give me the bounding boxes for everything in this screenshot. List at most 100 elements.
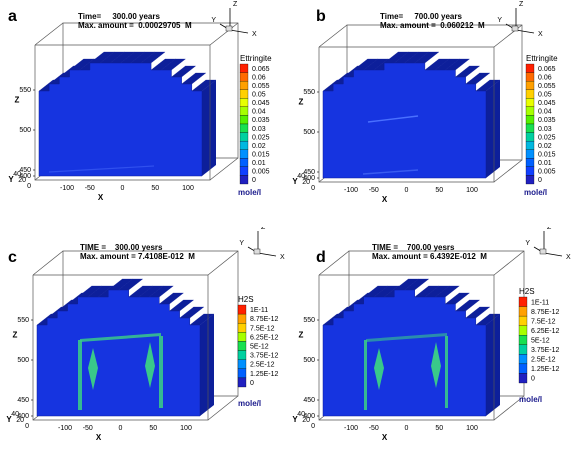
legend-swatch — [525, 123, 535, 133]
h2s-column — [78, 340, 82, 410]
block-top — [455, 299, 481, 312]
legend-swatch — [239, 166, 249, 176]
legend-level: 0.015 — [252, 152, 270, 159]
panel-d: 550 500 450 400 Z -100 -50 0 50 100 X 0 20 40 Y 1E-11 8.… — [286, 227, 572, 453]
z-tick-label: 500 — [303, 357, 315, 364]
z-tick-label: 550 — [303, 89, 315, 96]
legend-level: 0.035 — [252, 117, 270, 124]
h2s-column — [445, 336, 448, 408]
legend-swatch — [239, 149, 249, 159]
legend-level: 0 — [538, 177, 542, 184]
h2s-lens — [88, 348, 98, 390]
block-top — [169, 299, 195, 312]
panel-a: 550 500 450 400 Z -100 -50 0 50 100 X 0 20 40 Y 0.065 0.… — [0, 0, 286, 226]
block-side — [486, 80, 500, 178]
triad-x-label: X — [566, 254, 571, 261]
legend-title: H2S — [519, 287, 535, 296]
legend-swatch — [518, 335, 528, 345]
x-tick-label: 50 — [149, 425, 157, 432]
orientation-triad: Z X Y — [211, 1, 257, 38]
y-axis-label: Y — [8, 175, 14, 184]
y-tick-label: 0 — [311, 185, 315, 192]
block-side — [486, 314, 500, 416]
max-amount-text: Max. amount = 7.4108E-012 M — [80, 252, 195, 261]
x-axis-label: X — [96, 433, 102, 442]
x-tick-label: 100 — [180, 425, 192, 432]
x-tick-label: 100 — [466, 425, 478, 432]
orientation-triad: Z X Y — [525, 227, 571, 261]
block-top — [465, 72, 491, 85]
x-axis-label: X — [382, 195, 388, 204]
legend-unit: mole/l — [238, 188, 262, 197]
z-tick-label: 500 — [17, 357, 29, 364]
z-tick-label: 550 — [17, 317, 29, 324]
legend-swatch — [237, 304, 247, 315]
z-tick-label: 450 — [303, 397, 315, 404]
z-tick-label: 450 — [19, 167, 31, 174]
x-tick-label: -100 — [58, 425, 72, 432]
panel-label: b — [316, 8, 326, 25]
legend-level: 0.06 — [252, 74, 266, 81]
legend-level: 8.75E-12 — [531, 309, 560, 316]
y-axis-label: Y — [292, 415, 298, 424]
legend-level: 1.25E-12 — [531, 366, 560, 373]
z-axis-label: Z — [299, 98, 304, 107]
legend-level: 1E-11 — [531, 299, 549, 306]
edge — [493, 159, 523, 183]
z-tick-label: 400 — [19, 173, 31, 180]
legend-swatch — [239, 140, 249, 150]
z-tick-label: 450 — [17, 397, 29, 404]
legend-swatch — [525, 149, 535, 159]
ettringite-trace — [367, 115, 419, 123]
legend-swatch — [518, 344, 528, 355]
legend-swatch — [239, 132, 249, 142]
triad-x-label: X — [538, 31, 543, 38]
block-top — [444, 292, 470, 305]
legend-unit: mole/l — [519, 395, 543, 404]
legend-level: 0.005 — [538, 169, 556, 176]
legend-level: 0.005 — [252, 169, 270, 176]
legend-title: Ettringite — [240, 54, 272, 63]
triad-cube — [225, 25, 233, 32]
legend-level: 0.055 — [252, 83, 270, 90]
triad-z-label: Z — [519, 1, 524, 8]
legend-unit: mole/l — [524, 188, 548, 197]
block-front — [322, 62, 487, 179]
y-tick-label: 0 — [25, 423, 29, 430]
y-axis-label: Y — [292, 177, 298, 186]
x-tick-label: 100 — [466, 187, 478, 194]
time-text: TIME = 700.00 yesrs — [372, 243, 455, 252]
triad-axis — [515, 29, 535, 34]
legend-swatch — [518, 373, 528, 384]
orientation-triad: Z X Y — [497, 1, 543, 38]
block-top — [179, 306, 205, 319]
front-frame — [34, 45, 211, 181]
max-amount-text: Max. amount = 6.4392E-012 M — [372, 252, 487, 261]
legend-swatch — [239, 89, 249, 99]
legend-swatch — [525, 98, 535, 108]
legend-level: 1E-11 — [250, 307, 268, 314]
legend-swatch — [525, 158, 535, 168]
x-tick-label: 100 — [182, 185, 194, 192]
legend-swatch — [239, 80, 249, 90]
legend-unit: mole/l — [238, 399, 262, 408]
block-top — [158, 292, 184, 305]
legend-swatch — [518, 306, 528, 317]
x-tick-label: 50 — [435, 425, 443, 432]
edge — [318, 24, 348, 48]
legend-swatch — [518, 363, 528, 374]
z-tick-label: 400 — [17, 413, 29, 420]
h2s-beam — [366, 333, 447, 342]
edge — [207, 395, 239, 421]
h2s-lens — [145, 342, 155, 388]
z-tick-label: 500 — [19, 127, 31, 134]
triad-axis — [543, 252, 563, 257]
legend-level: 0.025 — [538, 134, 556, 141]
legend-level: 0.04 — [538, 109, 552, 116]
legend-level: 0.035 — [538, 117, 556, 124]
panel-b: 550 500 450 400 Z -100 -50 0 50 100 X 0 20 40 Y 0.065 0.… — [286, 0, 572, 226]
